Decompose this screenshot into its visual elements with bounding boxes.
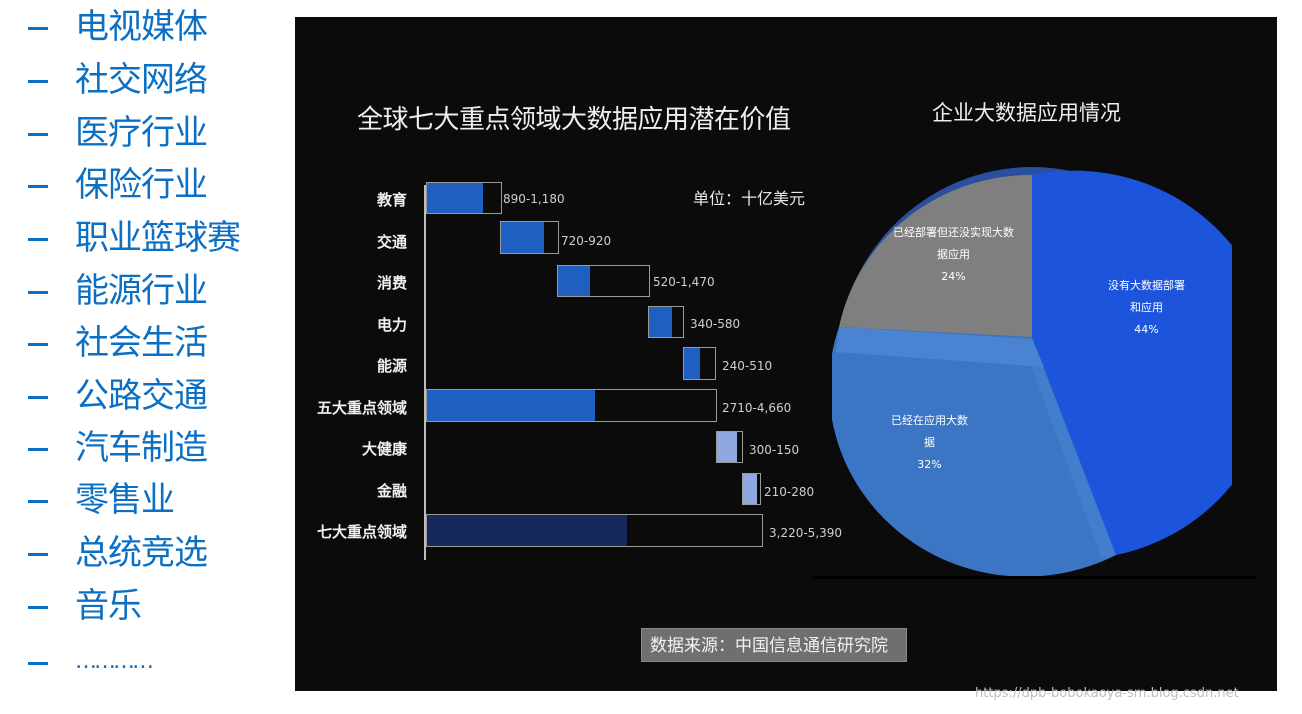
- category-label: 能源: [376, 357, 407, 375]
- dash-bullet-icon: [28, 80, 48, 83]
- dash-bullet-icon: [28, 553, 48, 556]
- value-label: 2710-4,660: [722, 401, 792, 415]
- category-label: 电力: [376, 316, 407, 334]
- dash-bullet-icon: [28, 662, 48, 665]
- watermark: https://dpb-bobokaoya-sm.blog.csdn.net: [975, 686, 1239, 701]
- value-label: 300-150: [749, 443, 800, 457]
- value-label: 3,220-5,390: [769, 526, 843, 540]
- category-label: 教育: [376, 191, 407, 209]
- pie-slice-deployed-not-realized: [839, 174, 1032, 337]
- pie-slice-no-deployment: [1032, 170, 1232, 555]
- dash-bullet-icon: [28, 500, 48, 503]
- dash-bullet-icon: [28, 343, 48, 346]
- pie-chart: [832, 167, 1232, 577]
- dash-bullet-icon: [28, 291, 48, 294]
- dash-bullet-icon: [28, 133, 48, 136]
- unit-label: 单位：十亿美元: [693, 189, 806, 208]
- dash-bullet-icon: [28, 185, 48, 188]
- value-label: 340-580: [690, 317, 741, 331]
- bar-seven-key-areas: [426, 514, 763, 547]
- data-source-label: 数据来源：中国信息通信研究院: [641, 628, 907, 662]
- pie-baseline: [812, 576, 1257, 579]
- dash-bullet-icon: [28, 606, 48, 609]
- category-label: 七大重点领域: [316, 523, 407, 541]
- bar-finance: [742, 473, 761, 505]
- pie-chart-title: 企业大数据应用情况: [932, 101, 1121, 125]
- category-label: 交通: [376, 233, 407, 251]
- y-axis-line: [424, 185, 426, 560]
- value-label: 210-280: [764, 485, 815, 499]
- dash-bullet-icon: [28, 238, 48, 241]
- value-label: 520-1,470: [653, 275, 715, 289]
- dash-bullet-icon: [28, 396, 48, 399]
- value-label: 240-510: [722, 359, 773, 373]
- bar-energy: [683, 347, 716, 380]
- bar-transport: [500, 221, 559, 254]
- value-label: 890-1,180: [503, 192, 565, 206]
- chart-panel: 全球七大重点领域大数据应用潜在价值 企业大数据应用情况 单位：十亿美元 教育 交…: [295, 17, 1277, 691]
- bar-power: [648, 306, 684, 338]
- category-label: 金融: [376, 482, 407, 500]
- pie-label-32: 已经在应用大数 据 32%: [891, 414, 968, 471]
- bar-consumption: [557, 265, 650, 297]
- waterfall-chart-title: 全球七大重点领域大数据应用潜在价值: [357, 105, 791, 135]
- category-label: 五大重点领域: [316, 399, 407, 417]
- pie-label-24: 已经部署但还没实现大数 据应用 24%: [893, 226, 1014, 283]
- pie-label-44: 没有大数据部署 和应用 44%: [1108, 279, 1185, 336]
- bar-education: [426, 182, 502, 214]
- bar-five-key-areas: [426, 389, 717, 422]
- dash-bullet-icon: [28, 448, 48, 451]
- value-label: 720-920: [561, 234, 612, 248]
- bar-health: [716, 431, 743, 463]
- category-label: 大健康: [361, 440, 407, 458]
- dash-bullet-icon: [28, 27, 48, 30]
- category-label: 消费: [376, 274, 407, 292]
